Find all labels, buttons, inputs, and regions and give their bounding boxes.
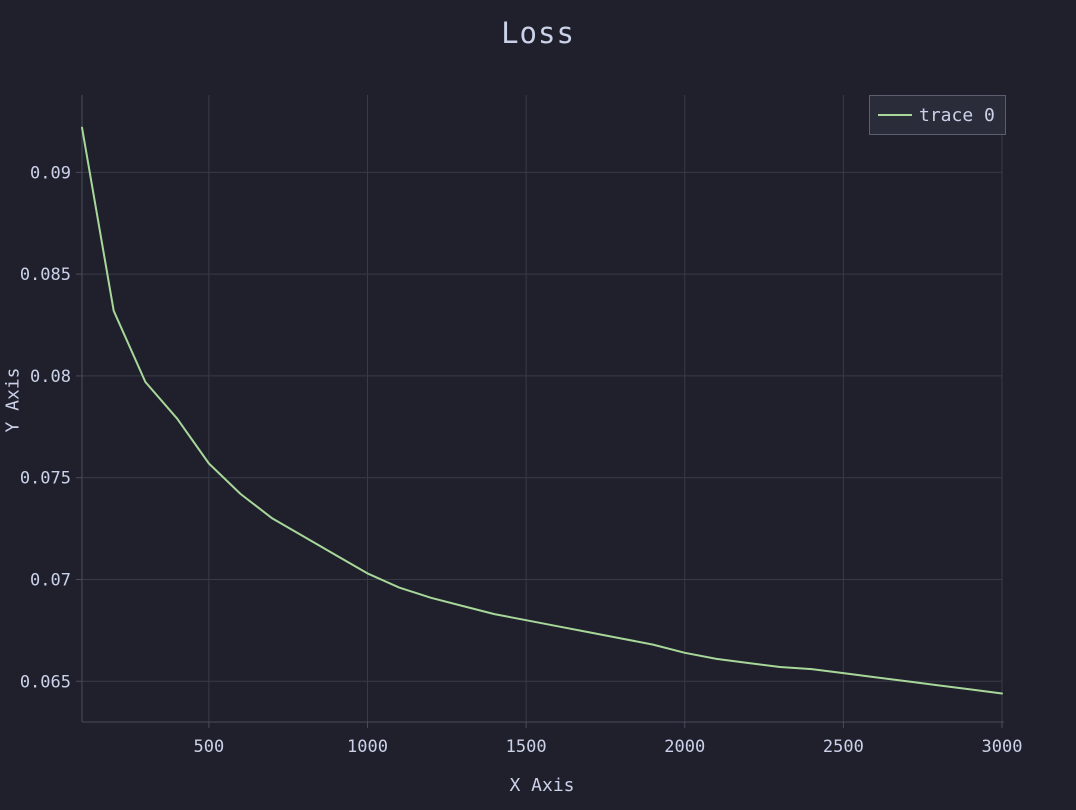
chart-title: Loss <box>501 16 575 50</box>
x-tick-label: 1000 <box>347 737 388 757</box>
y-tick-label: 0.075 <box>20 469 71 489</box>
trace-line[interactable] <box>81 126 1003 695</box>
legend-label[interactable]: trace 0 <box>919 104 995 126</box>
y-tick-label: 0.08 <box>30 367 71 387</box>
x-tick-label: 3000 <box>982 737 1023 757</box>
x-axis-title: X Axis <box>509 775 575 796</box>
x-tick-label: 1500 <box>506 737 547 757</box>
legend[interactable]: trace 0 <box>869 95 1006 135</box>
y-tick-label: 0.07 <box>30 571 71 591</box>
y-tick-label: 0.065 <box>20 672 71 692</box>
y-tick-label: 0.085 <box>20 265 71 285</box>
y-axis-title: Y Axis <box>2 367 24 433</box>
x-tick-label: 500 <box>194 737 225 757</box>
legend-trace-line-icon <box>878 114 912 116</box>
x-tick-label: 2000 <box>664 737 705 757</box>
x-tick-label: 2500 <box>823 737 864 757</box>
y-tick-label: 0.09 <box>30 163 71 183</box>
